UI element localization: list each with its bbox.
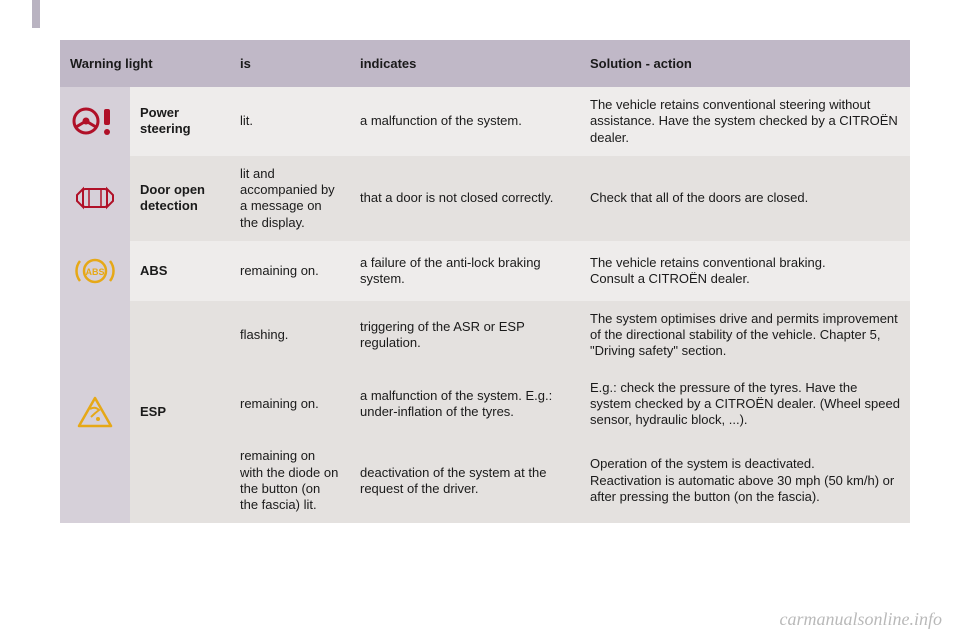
- warning-is: remaining on with the diode on the butto…: [230, 438, 350, 523]
- col-warning-light: Warning light: [60, 40, 230, 87]
- table-row: Power steering lit. a malfunction of the…: [60, 87, 910, 156]
- warning-indicates: a malfunction of the system.: [350, 87, 580, 156]
- warning-solution: The vehicle retains conventional braking…: [580, 241, 910, 301]
- warning-solution: E.g.: check the pressure of the tyres. H…: [580, 370, 910, 439]
- warning-solution: The vehicle retains conventional steerin…: [580, 87, 910, 156]
- table-row: ESP flashing. triggering of the ASR or E…: [60, 301, 910, 370]
- icon-cell: [60, 156, 130, 241]
- warning-indicates: a malfunction of the system. E.g.: under…: [350, 370, 580, 439]
- col-solution: Solution - action: [580, 40, 910, 87]
- table-header-row: Warning light is indicates Solution - ac…: [60, 40, 910, 87]
- abs-icon: ABS: [70, 251, 120, 291]
- warning-indicates: a failure of the anti-lock braking syste…: [350, 241, 580, 301]
- warning-indicates: that a door is not closed correctly.: [350, 156, 580, 241]
- warning-indicates: deactivation of the system at the reques…: [350, 438, 580, 523]
- warning-name: ABS: [130, 241, 230, 301]
- steering-wheel-warning-icon: [70, 101, 120, 141]
- warning-name: Door open detection: [130, 156, 230, 241]
- warning-is: lit.: [230, 87, 350, 156]
- col-is: is: [230, 40, 350, 87]
- warning-indicates: triggering of the ASR or ESP regulation.: [350, 301, 580, 370]
- svg-text:ABS: ABS: [85, 267, 104, 277]
- warning-is: remaining on.: [230, 370, 350, 439]
- warning-is: flashing.: [230, 301, 350, 370]
- warning-name: Power steering: [130, 87, 230, 156]
- col-indicates: indicates: [350, 40, 580, 87]
- icon-cell: [60, 301, 130, 524]
- esp-icon: [70, 392, 120, 432]
- warning-is: lit and accompanied by a message on the …: [230, 156, 350, 241]
- footer-url: carmanualsonline.info: [780, 609, 943, 630]
- table-body: Power steering lit. a malfunction of the…: [60, 87, 910, 523]
- warning-name: ESP: [130, 301, 230, 524]
- page-accent-bar: [32, 0, 40, 28]
- warning-is: remaining on.: [230, 241, 350, 301]
- icon-cell: ABS: [60, 241, 130, 301]
- warning-lights-table: Warning light is indicates Solution - ac…: [60, 40, 910, 523]
- icon-cell: [60, 87, 130, 156]
- table-row: Door open detection lit and accompanied …: [60, 156, 910, 241]
- warning-solution: Operation of the system is deactivated.R…: [580, 438, 910, 523]
- warning-solution: Check that all of the doors are closed.: [580, 156, 910, 241]
- table-row: ABS ABS remaining on. a failure of the a…: [60, 241, 910, 301]
- door-open-icon: [70, 178, 120, 218]
- warning-solution: The system optimises drive and permits i…: [580, 301, 910, 370]
